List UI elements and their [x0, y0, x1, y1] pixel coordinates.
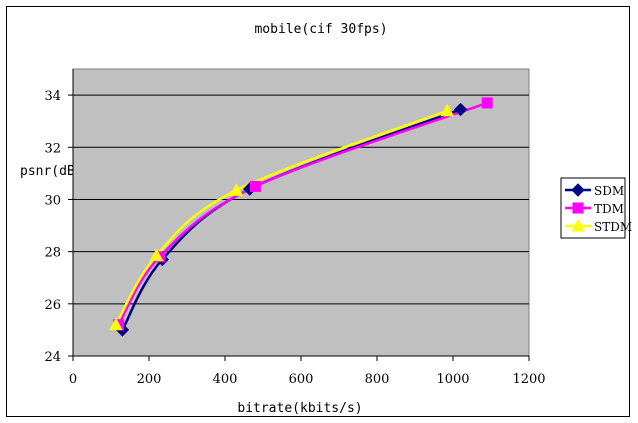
- legend-label: SDM: [594, 184, 624, 198]
- legend-label: STDM: [594, 220, 632, 234]
- x-tick-label: 600: [289, 372, 314, 387]
- x-tick-label: 200: [137, 372, 162, 387]
- x-tick-label: 800: [365, 372, 390, 387]
- y-tick-label: 32: [44, 141, 61, 156]
- y-tick-label: 24: [44, 350, 61, 365]
- data-point-tdm: [250, 181, 260, 191]
- x-tick-label: 1200: [512, 372, 545, 387]
- x-tick-label: 1000: [436, 372, 469, 387]
- data-point-tdm: [482, 98, 492, 108]
- y-tick-label: 34: [44, 89, 61, 104]
- legend-marker-tdm: [573, 203, 583, 213]
- x-tick-label: 0: [69, 372, 77, 387]
- y-tick-label: 26: [44, 298, 61, 313]
- y-tick-label: 28: [44, 246, 61, 261]
- legend-label: TDM: [594, 202, 624, 216]
- chart-title: mobile(cif 30fps): [254, 22, 387, 37]
- x-axis-label: bitrate(kbits/s): [237, 401, 362, 416]
- x-tick-label: 400: [213, 372, 238, 387]
- plot-area: 24 26 28 30 32 34 0 200 400 600 800 1000 1200: [44, 69, 545, 387]
- y-tick-label: 30: [44, 193, 61, 208]
- legend: SDM TDM STDM: [561, 178, 632, 238]
